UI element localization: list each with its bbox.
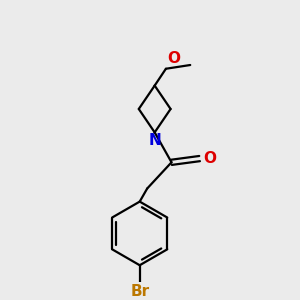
Text: Br: Br [130,284,149,299]
Text: O: O [167,51,180,66]
Text: N: N [148,133,161,148]
Text: O: O [203,151,216,166]
